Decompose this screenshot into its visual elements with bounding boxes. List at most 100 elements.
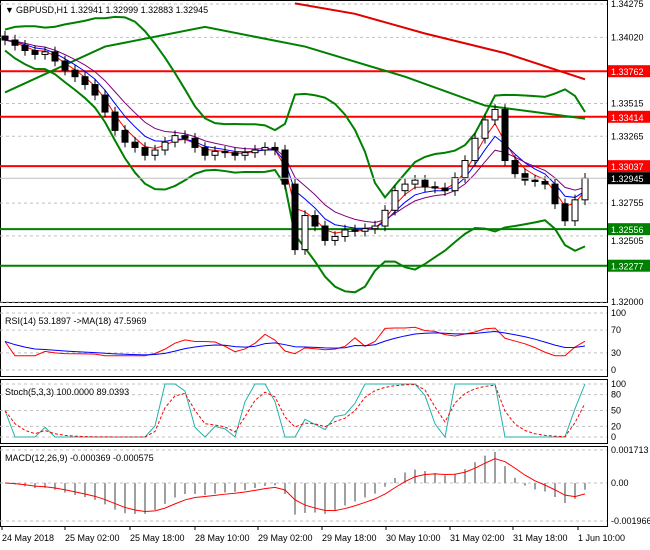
- y-tick-label: -0.001966: [611, 516, 650, 526]
- candle: [371, 225, 379, 230]
- x-tick-label: 1 Jun 10:00: [578, 533, 625, 543]
- stoch-signal-line: [4, 383, 586, 438]
- candle: [221, 150, 229, 154]
- indicator-title: MACD(12,26,9) -0.000369 -0.000575: [5, 453, 154, 463]
- panel-frame-0: [0, 0, 608, 303]
- panel-frame-2: [0, 379, 608, 444]
- candle: [131, 141, 139, 148]
- indicator-title: RSI(14) 53.1897 ->MA(18) 47.5969: [5, 316, 146, 326]
- candle: [81, 76, 89, 86]
- candle: [531, 179, 539, 182]
- current-price-label: 1.32945: [611, 174, 644, 184]
- candle: [251, 149, 259, 154]
- candle: [121, 129, 129, 143]
- candle: [181, 135, 189, 139]
- macd-signal-line: [4, 458, 586, 513]
- current-price-badge: [608, 172, 650, 185]
- candle: [491, 108, 499, 121]
- y-tick-label: 1.32000: [611, 297, 644, 307]
- y-tick-label: 80: [611, 390, 621, 400]
- candle: [281, 149, 289, 185]
- candle: [311, 215, 319, 227]
- candle: [341, 229, 349, 238]
- candle: [581, 177, 589, 201]
- rsi-ma-line: [4, 330, 586, 356]
- candle: [21, 44, 29, 52]
- x-tick-label: 25 May 18:00: [130, 533, 185, 543]
- candle: [191, 137, 199, 148]
- level-label: 1.32556: [611, 225, 644, 235]
- level-badge: [608, 110, 650, 123]
- panel-frame-3: [0, 446, 608, 527]
- level-label: 1.32277: [611, 262, 644, 272]
- level-label: 1.33414: [611, 113, 644, 123]
- candle: [141, 146, 149, 156]
- candle: [301, 215, 309, 251]
- candle: [421, 179, 429, 188]
- bollinger-upper-line: [4, 15, 586, 200]
- level-badge: [608, 65, 650, 78]
- y-tick-label: 0: [611, 365, 616, 375]
- candle: [471, 137, 479, 162]
- y-tick-label: 100: [611, 308, 626, 318]
- candle: [511, 160, 519, 175]
- y-tick-label: 70: [611, 325, 621, 335]
- y-tick-label: 20: [611, 421, 621, 431]
- triangle-icon: ▼: [5, 5, 14, 15]
- candle: [271, 146, 279, 151]
- candle: [291, 183, 299, 251]
- candle: [11, 39, 19, 46]
- y-tick-label: 0: [611, 432, 616, 442]
- y-tick-label: 1.34275: [611, 0, 644, 9]
- candle: [111, 111, 119, 131]
- y-tick-label: 1.32505: [611, 236, 644, 246]
- y-tick-label: 1.33265: [611, 131, 644, 141]
- rsi-line: [4, 326, 586, 357]
- level-badge: [608, 259, 650, 272]
- candle: [91, 84, 99, 96]
- candle: [401, 183, 409, 192]
- y-tick-label: 1.32755: [611, 198, 644, 208]
- candle: [501, 108, 509, 162]
- candle: [321, 225, 329, 241]
- y-tick-label: 1.33515: [611, 99, 644, 109]
- candle: [381, 209, 389, 227]
- candle: [351, 229, 359, 232]
- moving-average-line: [4, 39, 586, 223]
- y-tick-label: 50: [611, 406, 621, 416]
- y-tick-label: 100: [611, 379, 626, 389]
- y-tick-label: 0.001713: [611, 445, 649, 455]
- level-badge: [608, 223, 650, 236]
- candle: [451, 177, 459, 192]
- x-tick-label: 25 May 02:00: [65, 533, 120, 543]
- panel-frame-1: [0, 306, 608, 377]
- candle: [541, 180, 549, 185]
- level-badge: [608, 160, 650, 173]
- candle: [51, 51, 59, 62]
- x-tick-label: 29 May 02:00: [258, 533, 313, 543]
- candle: [331, 236, 339, 241]
- candle: [461, 160, 469, 179]
- candle: [241, 152, 249, 156]
- x-tick-label: 30 May 10:00: [386, 533, 441, 543]
- slow-ma-red-line: [294, 2, 586, 81]
- candle: [61, 60, 69, 71]
- candle: [71, 69, 79, 78]
- slow-ma-green-line: [4, 25, 586, 120]
- candle: [561, 203, 569, 222]
- candle: [151, 149, 159, 156]
- candle: [481, 119, 489, 139]
- y-tick-label: 1.34020: [611, 32, 644, 42]
- x-tick-label: 29 May 18:00: [322, 533, 377, 543]
- candle: [201, 146, 209, 156]
- candle: [391, 190, 399, 211]
- indicator-title: Stoch(5,3,3) 100.0000 89.0393: [5, 387, 129, 397]
- candle: [31, 50, 39, 55]
- x-tick-label: 31 May 18:00: [513, 533, 568, 543]
- level-label: 1.33037: [611, 162, 644, 172]
- candle: [161, 141, 169, 151]
- candle: [551, 183, 559, 205]
- candle: [171, 135, 179, 143]
